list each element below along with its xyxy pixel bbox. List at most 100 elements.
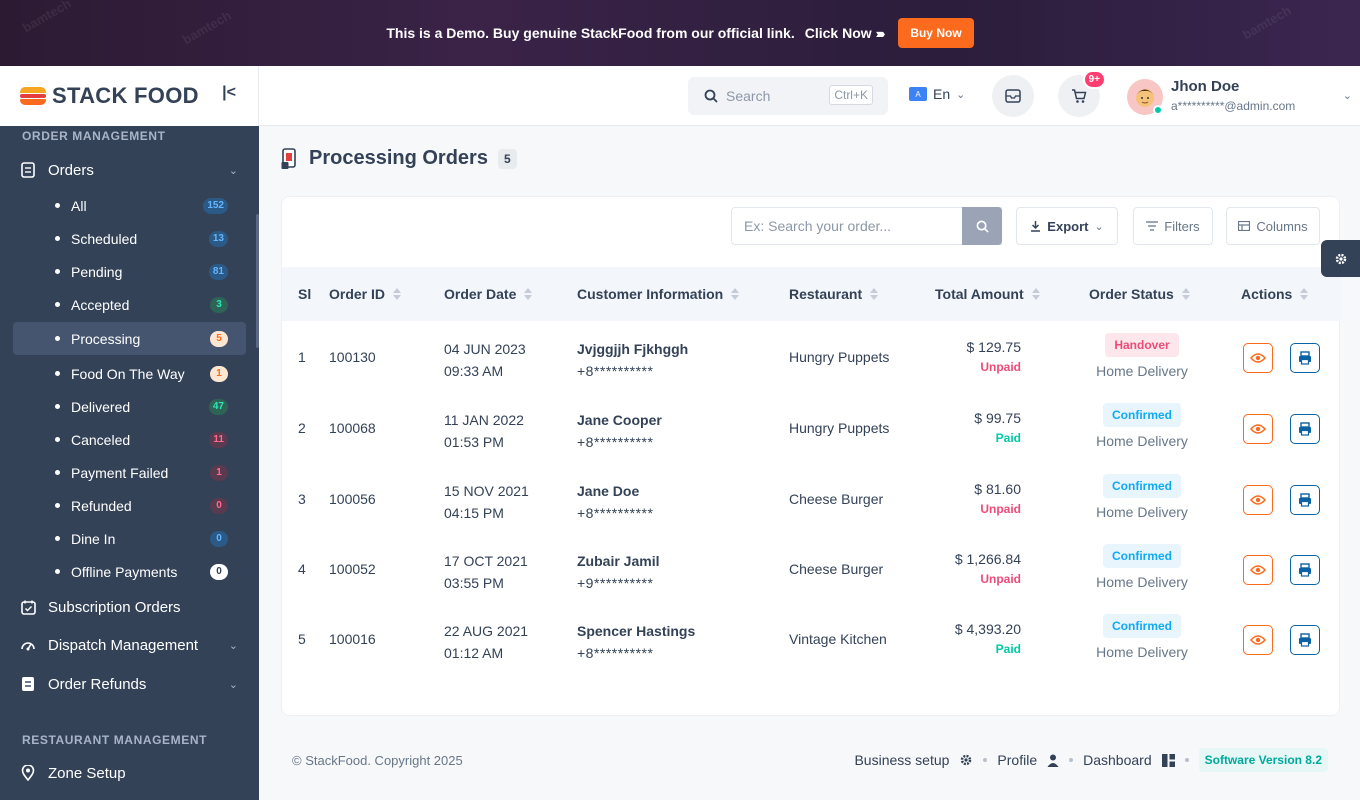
sidebar-scrollbar[interactable] xyxy=(256,214,259,348)
buy-now-button[interactable]: Buy Now xyxy=(898,18,974,48)
orders-icon xyxy=(20,162,36,178)
version-badge: Software Version 8.2 xyxy=(1198,748,1328,772)
print-button[interactable] xyxy=(1290,414,1320,444)
sidebar-item-order-refunds[interactable]: Order Refunds ⌄ xyxy=(20,669,244,699)
collapse-sidebar-icon[interactable]: |< xyxy=(222,84,236,101)
sidebar-item-accepted[interactable]: Accepted 3 xyxy=(13,288,246,321)
chevron-down-icon: ⌄ xyxy=(228,678,238,691)
logo[interactable]: STACK FOOD |< xyxy=(0,66,259,126)
customer-cell[interactable]: Zubair Jamil +9********** xyxy=(577,553,660,591)
profile-link[interactable]: Profile xyxy=(997,752,1038,768)
order-id-cell[interactable]: 100016 xyxy=(329,631,376,647)
search-input[interactable]: Search Ctrl+K xyxy=(688,77,888,115)
restaurant-cell[interactable]: Hungry Puppets xyxy=(789,349,890,365)
view-button[interactable] xyxy=(1243,625,1273,655)
count-badge: 47 xyxy=(208,398,228,415)
sidebar-item-pending[interactable]: Pending 81 xyxy=(13,255,246,288)
column-header-order-status[interactable]: Order Status xyxy=(1089,267,1190,321)
sort-icon xyxy=(1031,288,1040,300)
sidebar-item-refunded[interactable]: Refunded 0 xyxy=(13,489,246,522)
order-status-cell: Confirmed Home Delivery xyxy=(1082,614,1202,660)
filters-button[interactable]: Filters xyxy=(1133,207,1213,245)
restaurant-cell[interactable]: Hungry Puppets xyxy=(789,420,890,436)
status-badge: Confirmed xyxy=(1103,474,1181,498)
column-header-actions[interactable]: Actions xyxy=(1241,267,1309,321)
watermark: bamtech xyxy=(179,7,234,48)
sidebar-item-canceled[interactable]: Canceled 11 xyxy=(13,423,246,456)
restaurant-cell[interactable]: Cheese Burger xyxy=(789,561,884,577)
sidebar-item-all[interactable]: All 152 xyxy=(13,189,246,222)
order-id-cell[interactable]: 100130 xyxy=(329,349,376,365)
status-badge: Confirmed xyxy=(1103,544,1181,568)
dashboard-link[interactable]: Dashboard xyxy=(1083,752,1152,768)
dashboard-icon[interactable] xyxy=(1161,753,1175,767)
count-badge: 1 xyxy=(210,365,228,382)
translate-icon: A xyxy=(909,87,927,101)
settings-button[interactable] xyxy=(1321,240,1360,277)
print-button[interactable] xyxy=(1290,343,1320,373)
order-search-button[interactable] xyxy=(962,207,1002,245)
count-badge: 0 xyxy=(210,563,228,580)
view-button[interactable] xyxy=(1243,485,1273,515)
restaurant-cell[interactable]: Cheese Burger xyxy=(789,491,884,507)
sidebar-item-offline-payments[interactable]: Offline Payments 0 xyxy=(13,555,246,588)
view-button[interactable] xyxy=(1243,343,1273,373)
order-id-cell[interactable]: 100052 xyxy=(329,561,376,577)
sidebar-item-label: Zone Setup xyxy=(48,764,126,782)
columns-button[interactable]: Columns xyxy=(1226,207,1320,245)
customer-cell[interactable]: Jane Cooper +8********** xyxy=(577,412,662,450)
sidebar-item-delivered[interactable]: Delivered 47 xyxy=(13,390,246,423)
orders-card: Ex: Search your order... Export ⌄ Filter… xyxy=(281,196,1341,716)
sidebar-item-food-on-the-way[interactable]: Food On The Way 1 xyxy=(13,357,246,390)
language-selector[interactable]: A En ⌄ xyxy=(909,86,965,102)
customer-cell[interactable]: Spencer Hastings +8********** xyxy=(577,623,696,661)
order-date-cell: 17 OCT 2021 03:55 PM xyxy=(444,553,528,591)
count-badge: 11 xyxy=(209,431,228,448)
sort-icon xyxy=(731,288,740,300)
user-menu[interactable]: Jhon Doe a**********@admin.com ⌄ xyxy=(1127,77,1352,117)
column-header-order-date[interactable]: Order Date xyxy=(444,267,533,321)
sidebar-item-dine-in[interactable]: Dine In 0 xyxy=(13,522,246,555)
section-order-management: ORDER MANAGEMENT xyxy=(22,129,166,143)
click-now-link[interactable]: Click Now ››››› xyxy=(804,25,885,41)
column-header-total-amount[interactable]: Total Amount xyxy=(935,267,1040,321)
sidebar-item-processing[interactable]: Processing 5 xyxy=(13,322,246,355)
order-id-cell[interactable]: 100068 xyxy=(329,420,376,436)
export-button[interactable]: Export ⌄ xyxy=(1016,207,1118,245)
order-status-cell: Confirmed Home Delivery xyxy=(1082,403,1202,449)
sidebar-item-orders[interactable]: Orders ⌄ xyxy=(20,155,244,185)
view-button[interactable] xyxy=(1243,555,1273,585)
brand-name: STACK FOOD xyxy=(52,83,199,108)
top-header: Search Ctrl+K A En ⌄ 9+ Jhon Doe a******… xyxy=(259,66,1360,126)
column-header-customer[interactable]: Customer Information xyxy=(577,267,740,321)
customer-cell[interactable]: Jane Doe +8********** xyxy=(577,483,654,521)
sl-cell: 4 xyxy=(298,561,306,577)
sidebar-item-zone-setup[interactable]: Zone Setup xyxy=(20,758,244,788)
search-icon xyxy=(704,89,718,103)
sort-icon xyxy=(870,288,879,300)
eye-icon xyxy=(1250,494,1266,506)
column-header-order-id[interactable]: Order ID xyxy=(329,267,402,321)
sidebar-item-dispatch-management[interactable]: Dispatch Management ⌄ xyxy=(20,630,244,660)
order-id-cell[interactable]: 100056 xyxy=(329,491,376,507)
column-header-sl[interactable]: Sl xyxy=(298,286,312,302)
language-label: En xyxy=(933,86,951,102)
sidebar-item-subscription-orders[interactable]: Subscription Orders xyxy=(20,592,244,622)
amount-cell: $ 81.60 Unpaid xyxy=(974,481,1021,516)
messages-button[interactable] xyxy=(992,75,1034,117)
chevron-down-icon: ⌄ xyxy=(1342,90,1352,102)
print-button[interactable] xyxy=(1290,555,1320,585)
cart-button[interactable]: 9+ xyxy=(1058,70,1106,117)
restaurant-cell[interactable]: Vintage Kitchen xyxy=(789,631,887,647)
sidebar-item-scheduled[interactable]: Scheduled 13 xyxy=(13,222,246,255)
customer-cell[interactable]: Jvjggjjh Fjkhggh +8********** xyxy=(577,341,689,379)
table-row: 4 100052 17 OCT 2021 03:55 PM Zubair Jami… xyxy=(282,533,1341,603)
print-button[interactable] xyxy=(1290,485,1320,515)
sidebar-item-payment-failed[interactable]: Payment Failed 1 xyxy=(13,456,246,489)
print-button[interactable] xyxy=(1290,625,1320,655)
gear-icon[interactable] xyxy=(959,753,973,767)
view-button[interactable] xyxy=(1243,414,1273,444)
business-setup-link[interactable]: Business setup xyxy=(854,752,950,768)
column-header-restaurant[interactable]: Restaurant xyxy=(789,267,879,321)
user-icon[interactable] xyxy=(1047,754,1059,767)
